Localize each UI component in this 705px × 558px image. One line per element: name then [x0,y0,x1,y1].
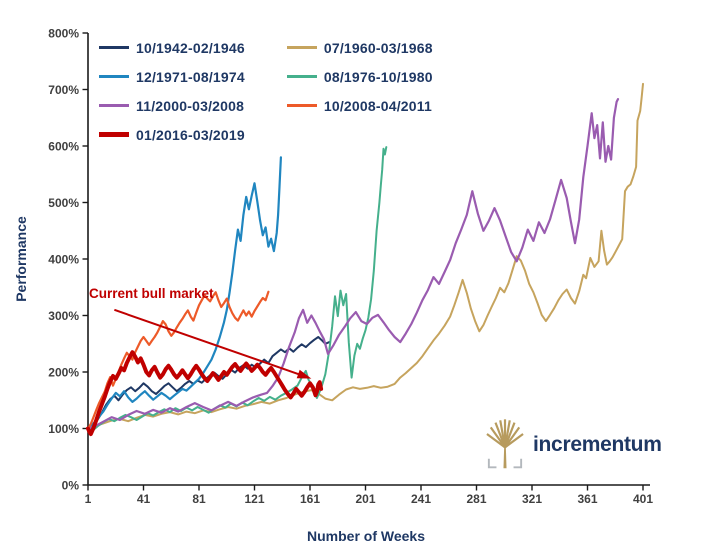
legend-line-swatch [99,75,129,78]
legend-line-swatch [286,104,317,107]
svg-text:100%: 100% [48,422,79,436]
svg-text:0%: 0% [62,479,80,493]
legend-label: 12/1971-08/1974 [136,68,245,85]
legend-line-swatch [99,104,129,107]
legend-line-swatch [286,75,317,78]
svg-text:321: 321 [522,492,542,506]
svg-text:41: 41 [137,492,151,506]
svg-text:200%: 200% [48,366,79,380]
legend-line-swatch [99,132,129,137]
svg-text:81: 81 [192,492,206,506]
legend-item-1976: 08/1976-10/1980 [286,62,433,91]
legend-item-1971: 12/1971-08/1974 [99,62,245,91]
x-axis-title: Number of Weeks [307,528,425,544]
legend-item-1942: 10/1942-02/1946 [99,33,245,62]
legend-item-1960: 07/1960-03/1968 [286,33,433,62]
legend-item-2016: 01/2016-03/2019 [99,120,245,149]
legend-label: 10/2008-04/2011 [323,97,432,114]
svg-text:241: 241 [411,492,431,506]
legend-label: 08/1976-10/1980 [323,68,433,85]
legend-label: 01/2016-03/2019 [136,126,245,143]
svg-text:500%: 500% [48,196,79,210]
annotation-label: Current bull market [89,286,214,301]
tree-logo-icon [486,419,524,469]
y-axis-title: Performance [13,216,29,302]
svg-text:121: 121 [244,492,264,506]
legend-item-2008: 10/2008-04/2011 [286,91,433,120]
legend-label: 07/1960-03/1968 [323,39,433,56]
logo: incrementum [486,418,662,471]
logo-text: incrementum [533,432,662,456]
legend-label: 10/1942-02/1946 [136,39,245,56]
svg-text:400%: 400% [48,253,79,267]
legend-label: 11/2000-03/2008 [136,97,245,114]
svg-text:401: 401 [633,492,653,506]
svg-text:1: 1 [85,492,92,506]
svg-text:361: 361 [577,492,597,506]
svg-text:201: 201 [355,492,375,506]
svg-text:800%: 800% [48,27,79,41]
legend-item-2000: 11/2000-03/2008 [99,91,245,120]
svg-text:281: 281 [466,492,486,506]
legend-line-swatch [286,46,317,49]
svg-text:300%: 300% [48,309,79,323]
svg-text:600%: 600% [48,140,79,154]
svg-text:161: 161 [300,492,320,506]
legend-line-swatch [99,46,129,49]
legend: 10/1942-02/1946 12/1971-08/1974 11/2000-… [99,33,433,149]
svg-text:700%: 700% [48,83,79,97]
